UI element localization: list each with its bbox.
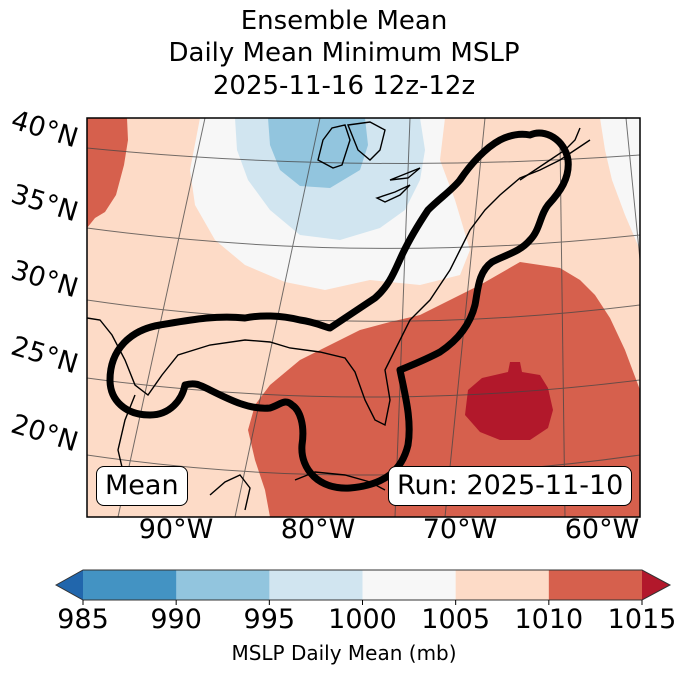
map-frame (86, 117, 641, 518)
title-line-2: Daily Mean Minimum MSLP (168, 38, 520, 68)
lon-tick-70w: 70°W (422, 514, 498, 545)
colorbar-tick-label: 995 (243, 604, 296, 635)
colorbar-segment-1010-1015 (548, 570, 643, 600)
contour-outline (106, 129, 572, 492)
colorbar-segment-985-990 (83, 570, 177, 600)
region-1010-1015-southeast (248, 262, 640, 517)
region-1010-1015-west (87, 118, 128, 228)
lon-tick-60w: 60°W (564, 514, 640, 545)
mean-annotation: Mean (96, 466, 188, 506)
colorbar-segment-990-995 (176, 570, 270, 600)
colorbar-tick-label: 1010 (514, 604, 584, 635)
title-line-3: 2025-11-16 12z-12z (212, 71, 476, 101)
colorbar-tick-label: 1005 (421, 604, 491, 635)
lon-tick-90w: 90°W (138, 514, 214, 545)
colorbar-segment-995-1000 (269, 570, 363, 600)
colorbar-segment-1005-1010 (455, 570, 550, 600)
colorbar-tick-label: 985 (57, 604, 109, 635)
colorbar-segment-1000-1005 (362, 570, 457, 600)
lon-tick-80w: 80°W (280, 514, 356, 545)
colorbar-label: MSLP Daily Mean (mb) (231, 641, 457, 665)
title-line-1: Ensemble Mean (240, 6, 448, 36)
graticule (87, 118, 640, 517)
region-1000-1005-east (600, 118, 640, 250)
colorbar-extend-under (56, 570, 83, 600)
region-990-995 (268, 118, 368, 188)
region-over-1015 (465, 362, 553, 440)
colorbar-tick-label: 1015 (607, 604, 677, 635)
colorbar-tick-label: 1000 (328, 604, 397, 635)
colorbar-extend-over (642, 570, 670, 600)
run-annotation: Run: 2025-11-10 (388, 466, 633, 506)
colorbar-tick-label: 990 (150, 604, 202, 635)
